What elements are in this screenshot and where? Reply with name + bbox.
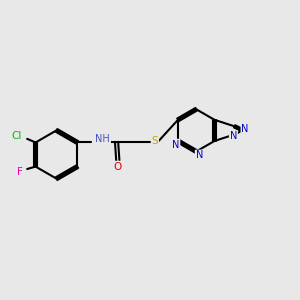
Text: NH: NH (95, 134, 110, 144)
Text: N: N (196, 150, 203, 161)
Text: N: N (241, 124, 249, 134)
Text: Cl: Cl (11, 130, 22, 140)
Text: S: S (152, 136, 158, 146)
Text: N: N (172, 140, 179, 150)
Text: N: N (230, 131, 237, 141)
Text: F: F (17, 167, 22, 177)
Text: O: O (114, 162, 122, 172)
